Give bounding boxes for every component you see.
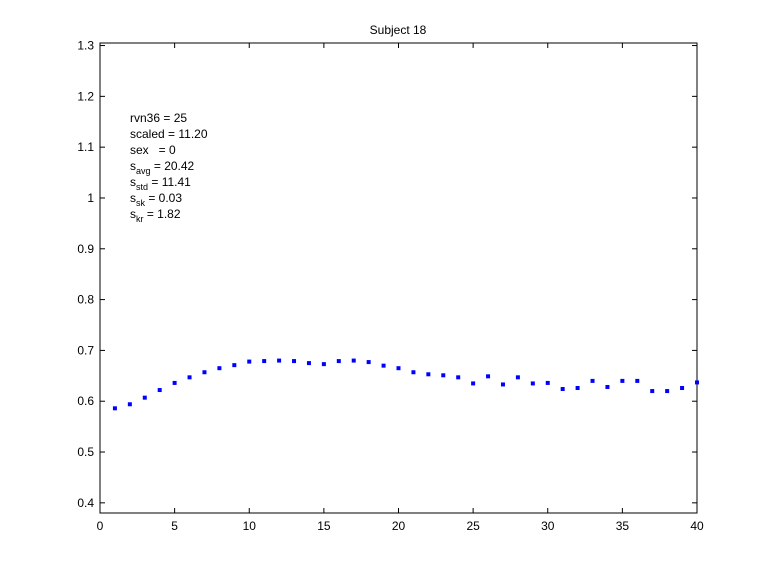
data-point — [515, 375, 520, 380]
annotation-main: s — [130, 159, 136, 173]
y-axis: 0.4 0.5 0.6 0.7 0.8 0.9 1 1.1 1.2 1.3 — [77, 39, 697, 510]
data-point — [530, 381, 535, 386]
data-point — [232, 363, 237, 368]
data-point — [157, 388, 162, 393]
chart-title: Subject 18 — [370, 23, 427, 37]
data-point — [456, 375, 461, 380]
data-point — [650, 389, 655, 394]
data-point — [545, 380, 550, 385]
annotation-line: savg = 20.42 — [130, 159, 195, 176]
annotation-main: s — [130, 207, 136, 221]
annotation-line: scaled = 11.20 — [130, 127, 208, 141]
annotation-subscript: sk — [136, 198, 146, 208]
data-point — [262, 359, 267, 364]
x-tick-label: 5 — [171, 519, 178, 533]
data-point — [560, 387, 565, 392]
annotation-main: s — [130, 191, 136, 205]
data-point — [441, 373, 446, 378]
x-tick-label: 40 — [690, 519, 704, 533]
annotation-line: ssk = 0.03 — [130, 191, 182, 208]
annotation-subscript: std — [136, 182, 148, 192]
y-tick-label: 1.2 — [77, 89, 94, 103]
annotation-main: s — [130, 175, 136, 189]
x-tick-label: 0 — [97, 519, 104, 533]
data-point — [306, 361, 311, 366]
x-tick-label: 10 — [243, 519, 257, 533]
y-tick-label: 0.4 — [77, 496, 94, 510]
data-point — [695, 380, 699, 385]
y-tick-label: 0.5 — [77, 445, 94, 459]
data-point — [366, 360, 371, 365]
data-point — [321, 362, 326, 367]
plot-area — [99, 42, 698, 514]
y-tick-label: 0.7 — [77, 343, 94, 357]
x-axis: 0 5 10 15 20 25 30 35 40 — [97, 43, 704, 533]
data-point — [112, 406, 117, 411]
data-point — [292, 359, 297, 364]
annotation-line: skr = 1.82 — [130, 207, 181, 224]
annotation-subscript: avg — [136, 166, 151, 176]
y-tick-label: 1.3 — [77, 39, 94, 53]
data-point — [590, 378, 595, 383]
annotation-subscript: kr — [136, 214, 144, 224]
data-point — [620, 378, 625, 383]
annotation-main: scaled = 11.20 — [130, 127, 208, 141]
data-point — [471, 381, 476, 386]
x-tick-label: 15 — [317, 519, 331, 533]
x-tick-label: 25 — [466, 519, 480, 533]
data-point — [187, 375, 192, 380]
data-point — [172, 380, 177, 385]
data-point — [500, 382, 505, 387]
data-point — [202, 370, 207, 375]
x-tick-label: 20 — [392, 519, 406, 533]
y-tick-label: 1 — [87, 191, 94, 205]
data-point — [411, 370, 416, 375]
data-point — [142, 395, 147, 400]
x-tick-label: 30 — [541, 519, 555, 533]
annotation-value: = 11.41 — [148, 175, 191, 189]
data-point — [277, 358, 282, 363]
data-point — [217, 366, 222, 371]
data-point — [426, 372, 431, 377]
data-point — [127, 402, 132, 407]
data-markers — [112, 358, 699, 411]
y-tick-label: 0.6 — [77, 394, 94, 408]
data-point — [665, 389, 670, 394]
annotation-value: = 20.42 — [151, 159, 195, 173]
annotation-main: sex = 0 — [130, 143, 176, 157]
data-point — [396, 366, 401, 371]
data-point — [247, 359, 252, 364]
data-point — [381, 363, 386, 368]
data-point — [635, 378, 640, 383]
y-tick-label: 0.8 — [77, 293, 94, 307]
data-point — [575, 386, 580, 391]
data-point — [351, 358, 356, 363]
data-point — [605, 384, 610, 389]
annotation-main: rvn36 = 25 — [130, 111, 187, 125]
annotation-line: sstd = 11.41 — [130, 175, 191, 192]
y-tick-label: 0.9 — [77, 242, 94, 256]
annotation-value: = 0.03 — [145, 191, 182, 205]
y-tick-label: 1.1 — [77, 140, 94, 154]
x-tick-label: 35 — [616, 519, 630, 533]
annotation-value: = 1.82 — [144, 207, 181, 221]
data-point — [680, 386, 685, 391]
data-point — [486, 374, 491, 379]
data-point — [336, 359, 341, 364]
annotation-line: rvn36 = 25 — [130, 111, 187, 125]
annotation-line: sex = 0 — [130, 143, 176, 157]
